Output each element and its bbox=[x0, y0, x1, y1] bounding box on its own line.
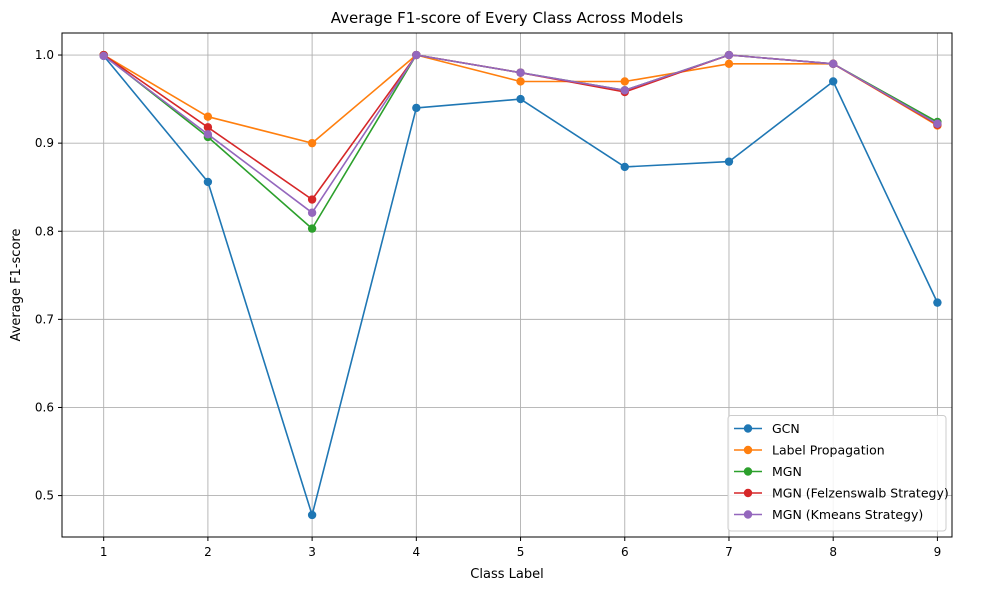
data-point bbox=[307, 208, 317, 217]
legend-label: MGN (Kmeans Strategy) bbox=[772, 507, 923, 522]
series-mgn-kmeans-strategy bbox=[99, 50, 942, 217]
x-tick-label: 3 bbox=[308, 545, 316, 559]
legend-swatch-marker bbox=[743, 424, 753, 433]
data-point bbox=[516, 68, 525, 77]
y-tick-label: 0.8 bbox=[35, 224, 54, 238]
y-tick-layer: 0.5 0.6 0.7 0.8 0.9 1.0 bbox=[35, 48, 62, 503]
data-point bbox=[203, 130, 213, 139]
y-tick-label: 0.5 bbox=[35, 489, 54, 503]
x-tick-label: 8 bbox=[829, 545, 837, 559]
data-point bbox=[307, 510, 317, 520]
x-tick-label: 5 bbox=[517, 545, 525, 559]
y-tick-label: 0.9 bbox=[35, 136, 54, 150]
data-point bbox=[933, 119, 942, 128]
y-axis-label: Average F1-score bbox=[9, 229, 24, 342]
legend-label: Label Propagation bbox=[772, 443, 885, 458]
data-point bbox=[307, 224, 317, 233]
y-tick-label: 1.0 bbox=[35, 48, 54, 62]
legend-swatch-marker bbox=[743, 467, 753, 476]
data-point bbox=[620, 77, 629, 86]
data-point bbox=[203, 123, 213, 132]
legend-item: Label Propagation bbox=[734, 443, 885, 458]
legend-item: MGN (Felzenswalb Strategy) bbox=[734, 486, 949, 501]
legend-label: MGN (Felzenswalb Strategy) bbox=[772, 486, 949, 501]
data-point bbox=[203, 177, 213, 187]
legend-item: MGN bbox=[734, 464, 802, 479]
data-point bbox=[307, 138, 317, 148]
data-point bbox=[724, 50, 734, 60]
data-point bbox=[620, 162, 629, 172]
legend-swatch-marker bbox=[743, 510, 753, 519]
data-point bbox=[933, 298, 942, 307]
legend-label: GCN bbox=[772, 421, 800, 436]
legend-item: GCN bbox=[734, 421, 800, 436]
data-point bbox=[307, 195, 317, 204]
legend-box bbox=[727, 415, 947, 532]
x-tick-label: 7 bbox=[725, 545, 733, 559]
data-point bbox=[203, 112, 213, 121]
series-layer bbox=[99, 50, 942, 520]
data-point bbox=[724, 59, 734, 69]
x-tick-label: 2 bbox=[204, 545, 212, 559]
x-tick-label: 4 bbox=[413, 545, 421, 559]
data-point bbox=[724, 157, 734, 166]
legend-swatch-marker bbox=[743, 445, 753, 455]
x-tick-label: 6 bbox=[621, 545, 629, 559]
data-point bbox=[516, 77, 525, 86]
data-point bbox=[828, 59, 838, 69]
legend: GCN Label Propagation MGN MGN (Felzenswalb … bbox=[727, 415, 949, 532]
x-tick-label: 1 bbox=[100, 545, 108, 559]
x-tick-label: 9 bbox=[934, 545, 942, 559]
x-tick-layer: 1 2 3 4 5 6 7 8 9 bbox=[100, 537, 941, 559]
chart-title: Average F1-score of Every Class Across M… bbox=[331, 9, 684, 27]
data-point bbox=[412, 103, 421, 113]
data-point bbox=[828, 77, 838, 86]
legend-label: MGN bbox=[772, 464, 802, 479]
data-point bbox=[99, 51, 108, 61]
data-point bbox=[412, 50, 421, 60]
y-tick-label: 0.6 bbox=[35, 400, 54, 414]
legend-swatch-marker bbox=[743, 488, 753, 498]
x-axis-label: Class Label bbox=[470, 567, 543, 582]
y-tick-label: 0.7 bbox=[35, 312, 54, 326]
data-point bbox=[516, 94, 525, 104]
plot-frame bbox=[61, 32, 953, 538]
legend-item: MGN (Kmeans Strategy) bbox=[734, 507, 923, 522]
data-point bbox=[620, 86, 629, 95]
